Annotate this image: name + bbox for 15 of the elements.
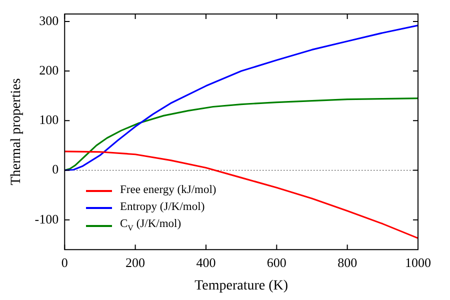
x-tick-label: 400 bbox=[196, 254, 216, 270]
legend-label: Entropy (J/K/mol) bbox=[120, 200, 205, 215]
y-tick-label: 0 bbox=[52, 162, 59, 177]
x-tick-label: 600 bbox=[266, 254, 286, 270]
y-tick-label: 200 bbox=[39, 62, 59, 78]
x-tick-label: 200 bbox=[126, 254, 146, 270]
x-tick-label: 1000 bbox=[405, 254, 431, 270]
x-tick-label: 800 bbox=[338, 254, 358, 270]
legend-label: C$_{V}$ (J/K/mol) bbox=[120, 217, 182, 234]
y-axis-title: Thermal properties bbox=[9, 78, 24, 186]
y-tick-label: -100 bbox=[34, 211, 59, 226]
y-tick-label: 100 bbox=[39, 112, 59, 128]
legend-label: Free energy (kJ/mol) bbox=[120, 183, 216, 198]
x-axis-title: Temperature (K) bbox=[194, 278, 288, 294]
y-tick-label: 300 bbox=[39, 12, 59, 28]
